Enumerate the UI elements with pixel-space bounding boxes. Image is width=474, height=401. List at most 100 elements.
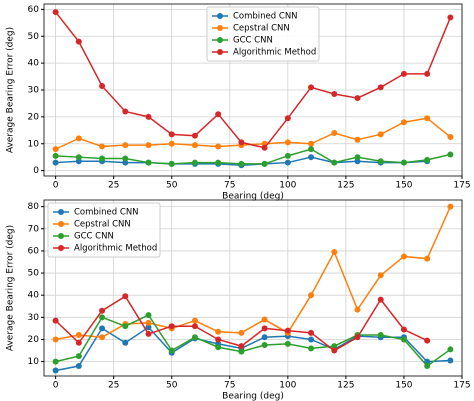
x-tick-label: 100 <box>279 181 296 191</box>
point <box>331 130 338 136</box>
x-tick-label: 125 <box>337 181 354 191</box>
x-tick-label: 175 <box>453 181 470 191</box>
point <box>447 151 454 158</box>
point <box>447 134 454 141</box>
y-tick-label: 10 <box>28 357 40 367</box>
plot-frame <box>43 3 463 177</box>
x-tick-label: 75 <box>224 381 235 391</box>
point <box>145 142 152 149</box>
point <box>447 14 454 21</box>
point <box>354 136 361 143</box>
y-tick-label: 60 <box>28 5 40 15</box>
y-tick-label: 50 <box>28 32 40 42</box>
point <box>75 135 82 142</box>
y-tick-label: 10 <box>28 139 40 149</box>
legend-marker <box>217 49 223 55</box>
legend-marker <box>58 233 64 239</box>
point <box>354 334 361 341</box>
point <box>424 70 431 77</box>
y-tick-label: 40 <box>28 59 40 69</box>
series-line <box>55 326 451 372</box>
point <box>122 155 129 162</box>
x-tick-label: 50 <box>166 181 178 191</box>
point <box>238 160 245 167</box>
y-axis-label: Average Bearing Error (deg) <box>6 225 16 351</box>
series-line <box>55 11 452 149</box>
point <box>145 330 152 337</box>
point <box>331 159 338 166</box>
point <box>168 160 175 167</box>
point <box>52 358 59 365</box>
legend-label: Combined CNN <box>233 12 298 22</box>
series-line <box>55 314 451 368</box>
point <box>447 346 454 353</box>
x-tick-label: 125 <box>337 381 354 391</box>
point <box>377 131 384 138</box>
point <box>99 325 106 332</box>
y-tick-label: 50 <box>28 269 40 279</box>
series-line <box>55 206 452 341</box>
point <box>377 158 384 165</box>
point <box>400 336 407 343</box>
x-tick-label: 100 <box>279 381 296 391</box>
point <box>308 292 315 299</box>
x-tick-label: 150 <box>395 181 412 191</box>
point <box>424 255 431 262</box>
point <box>75 38 82 45</box>
point <box>99 307 106 314</box>
point <box>261 144 268 151</box>
point <box>191 142 198 149</box>
point <box>215 111 222 118</box>
y-tick-label: 30 <box>28 313 40 323</box>
point <box>447 203 454 210</box>
point <box>308 146 315 153</box>
legend-label: Algorithmic Method <box>233 48 316 58</box>
point <box>99 334 106 341</box>
point <box>354 306 361 313</box>
y-tick-label: 20 <box>28 335 40 345</box>
point <box>145 324 152 331</box>
point <box>238 329 245 336</box>
point <box>424 358 431 365</box>
legend-label: GCC CNN <box>233 36 273 46</box>
point <box>238 139 245 146</box>
point <box>354 154 361 161</box>
point <box>191 159 198 166</box>
point <box>400 253 407 260</box>
point <box>284 159 291 166</box>
point <box>215 336 222 343</box>
point <box>308 345 315 352</box>
point <box>191 334 198 341</box>
y-tick-label: 60 <box>28 246 40 256</box>
point <box>191 323 198 330</box>
x-axis-label: Bearing (deg) <box>222 392 284 401</box>
point <box>400 119 407 126</box>
y-tick-label: 80 <box>28 202 40 212</box>
point <box>52 9 59 16</box>
point <box>191 132 198 139</box>
legend-label: Combined CNN <box>74 208 139 218</box>
point <box>308 140 315 147</box>
legend-marker <box>58 209 64 215</box>
point <box>261 316 268 323</box>
point <box>99 143 106 150</box>
point <box>308 154 315 161</box>
point <box>424 115 431 122</box>
y-tick-label: 70 <box>28 224 40 234</box>
point <box>400 326 407 333</box>
y-axis-label: Average Bearing Error (deg) <box>6 27 16 153</box>
point <box>400 70 407 77</box>
point <box>75 154 82 161</box>
point <box>424 337 431 344</box>
point <box>168 131 175 138</box>
point <box>145 319 152 326</box>
plot-frame <box>43 199 463 377</box>
legend-label: Cepstral CNN <box>233 24 290 34</box>
point <box>122 339 129 346</box>
legend-marker <box>58 221 64 227</box>
point <box>145 312 152 319</box>
point <box>424 363 431 370</box>
point <box>377 272 384 279</box>
point <box>331 249 338 256</box>
